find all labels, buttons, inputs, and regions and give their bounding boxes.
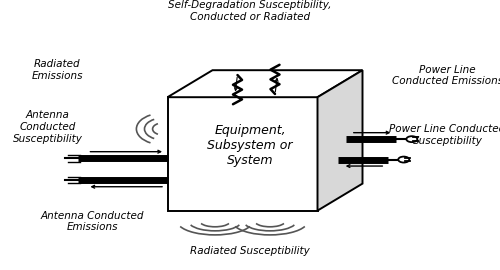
Circle shape <box>406 136 418 142</box>
Polygon shape <box>318 70 362 211</box>
Text: Self-Degradation Susceptibility,
Conducted or Radiated: Self-Degradation Susceptibility, Conduct… <box>168 0 332 22</box>
Text: Antenna Conducted
Emissions: Antenna Conducted Emissions <box>41 211 144 232</box>
Polygon shape <box>168 97 318 211</box>
Text: Radiated Susceptibility: Radiated Susceptibility <box>190 246 310 256</box>
Text: Radiated
Emissions: Radiated Emissions <box>32 59 83 81</box>
Circle shape <box>398 157 409 163</box>
Text: Equipment,
Subsystem or
System: Equipment, Subsystem or System <box>208 124 293 167</box>
Text: Power Line Conducted
Susceptibility: Power Line Conducted Susceptibility <box>390 124 500 146</box>
Text: Power Line
Conducted Emissions: Power Line Conducted Emissions <box>392 65 500 86</box>
Polygon shape <box>168 70 362 97</box>
Text: Antenna
Conducted
Susceptibility: Antenna Conducted Susceptibility <box>12 110 82 143</box>
